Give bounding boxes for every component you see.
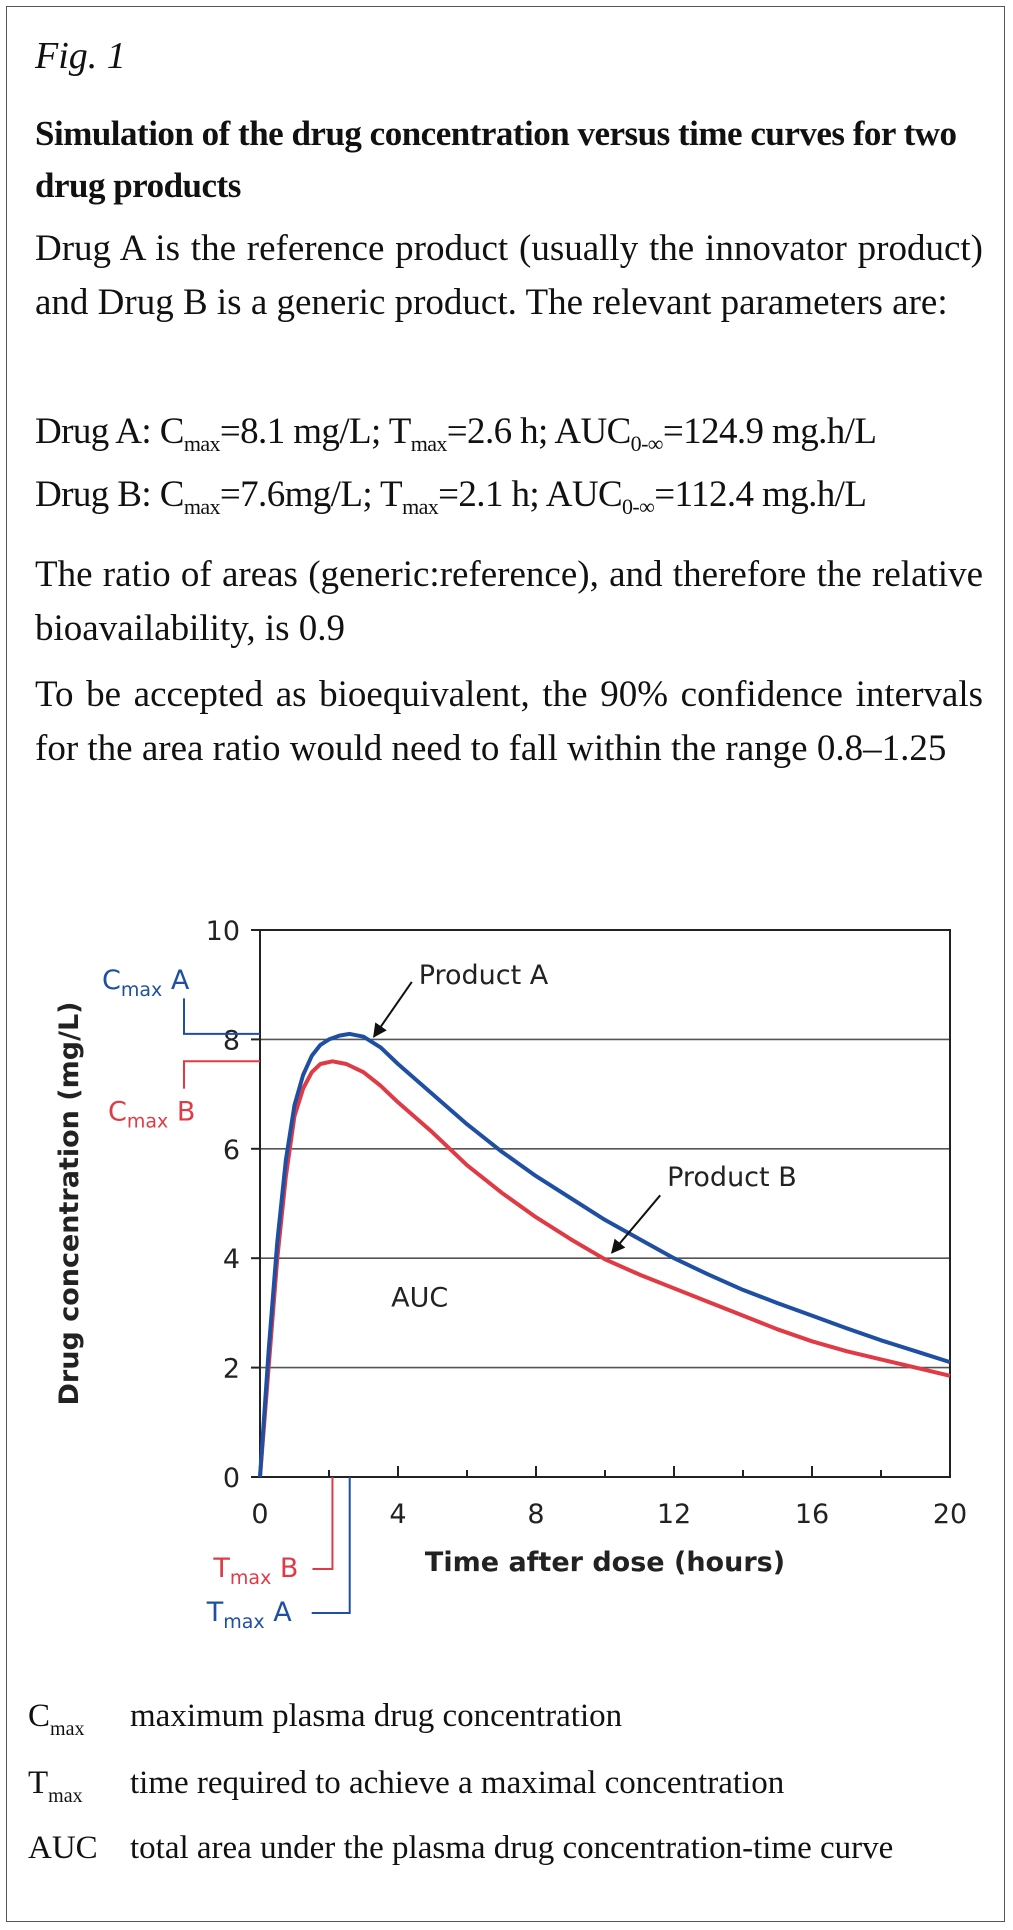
- plot-area-frame: [259, 929, 951, 1478]
- x-tick-label: 4: [389, 1499, 406, 1530]
- x-tick-label: 16: [795, 1499, 829, 1530]
- y-tick-label: 8: [223, 1025, 240, 1056]
- legend-term: AUC: [28, 1830, 98, 1866]
- tmax-b-bracket: [312, 1477, 334, 1570]
- figure-title: Simulation of the drug concentration ver…: [35, 114, 957, 205]
- cmax-sub: max: [183, 431, 221, 456]
- cmax-symbol: C: [159, 474, 185, 515]
- tmax-a-label: Tmax A: [206, 1597, 292, 1633]
- y-tick-label: 0: [223, 1463, 240, 1494]
- cmax-b-label: Cmax B: [108, 1097, 195, 1133]
- x-tick-label: 12: [657, 1499, 691, 1530]
- product-a-arrow: [373, 981, 413, 1038]
- bioequivalence-paragraph: To be accepted as bioequivalent, the 90%…: [35, 674, 983, 769]
- cmax-symbol: C: [159, 411, 185, 452]
- params-drug-b: Drug B: Cmax=7.6mg/L; Tmax=2.1 h; AUC0-∞…: [35, 470, 983, 532]
- legend-term: C: [28, 1698, 51, 1734]
- intro-paragraph: Drug A is the reference product (usually…: [35, 228, 983, 323]
- auc-value: =124.9 mg.h/L: [662, 411, 877, 452]
- y-tick-label: 6: [223, 1135, 240, 1166]
- series-line-product-a: [258, 1031, 951, 1478]
- auc-label: AUC: [391, 1282, 448, 1313]
- y-tick-label: 2: [223, 1354, 240, 1385]
- drug-b-label: Drug B:: [35, 474, 152, 515]
- legend-row-auc: AUC total area under the plasma drug conc…: [28, 1830, 893, 1867]
- y-tick-label: 10: [206, 916, 240, 947]
- figure-frame: [6, 6, 1005, 1922]
- auc-symbol: AUC: [545, 474, 623, 515]
- concentration-time-chart: 0 2 4 6 8 10 0 4 8 12 16 20 Time after dose (hours) D…: [0, 880, 1013, 1640]
- tmax-symbol: T: [388, 411, 412, 452]
- tmax-sub: max: [402, 494, 439, 519]
- series-line-product-b: [258, 1059, 951, 1478]
- auc-value: =112.4 mg.h/L: [654, 474, 867, 515]
- legend-row-tmax: Tmax time required to achieve a maximal c…: [28, 1765, 784, 1808]
- auc-sub: 0-∞: [622, 494, 655, 519]
- y-axis-label: Drug concentration (mg/L): [54, 1002, 85, 1406]
- legend-term: T: [28, 1765, 49, 1801]
- tmax-value: =2.6 h;: [446, 411, 549, 452]
- legend-term-sub: max: [50, 1718, 85, 1740]
- x-tick-label: 20: [933, 1499, 967, 1530]
- tmax-b-label: Tmax B: [212, 1553, 298, 1589]
- auc-sub: 0-∞: [630, 431, 664, 456]
- x-tick-label: 8: [527, 1499, 544, 1530]
- x-axis-label: Time after dose (hours): [425, 1547, 785, 1578]
- tmax-symbol: T: [380, 474, 403, 515]
- legend-description: time required to achieve a maximal conce…: [130, 1765, 785, 1801]
- figure-label: Fig. 1: [35, 35, 126, 77]
- product-b-label: Product B: [667, 1162, 797, 1193]
- x-tick-label: 0: [251, 1499, 268, 1530]
- cmax-a-bracket: [183, 998, 260, 1035]
- cmax-b-bracket: [183, 1060, 260, 1089]
- cmax-value: =8.1 mg/L;: [219, 411, 381, 452]
- legend-description: maximum plasma drug concentration: [130, 1698, 623, 1734]
- drug-a-label: Drug A:: [35, 411, 152, 452]
- product-b-arrow: [610, 1194, 661, 1254]
- product-a-label: Product A: [419, 960, 549, 991]
- legend-description: total area under the plasma drug concent…: [130, 1830, 894, 1866]
- legend-term-sub: max: [48, 1785, 83, 1807]
- chart-svg: 0 2 4 6 8 10 0 4 8 12 16 20 Time after dose (hours) D…: [54, 916, 967, 1633]
- ratio-paragraph: The ratio of areas (generic:reference), …: [35, 554, 983, 649]
- tmax-sub: max: [410, 431, 448, 456]
- tmax-a-bracket: [311, 1477, 351, 1614]
- auc-symbol: AUC: [554, 411, 631, 452]
- legend-row-cmax: Cmax maximum plasma drug concentration: [28, 1698, 622, 1741]
- cmax-value: =7.6mg/L;: [219, 474, 373, 515]
- params-drug-a: Drug A: Cmax=8.1 mg/L; Tmax=2.6 h; AUC0-…: [35, 407, 983, 469]
- cmax-sub: max: [183, 494, 221, 519]
- cmax-a-label: Cmax A: [102, 965, 190, 1001]
- tmax-value: =2.1 h;: [438, 474, 540, 515]
- y-tick-label: 4: [223, 1244, 240, 1275]
